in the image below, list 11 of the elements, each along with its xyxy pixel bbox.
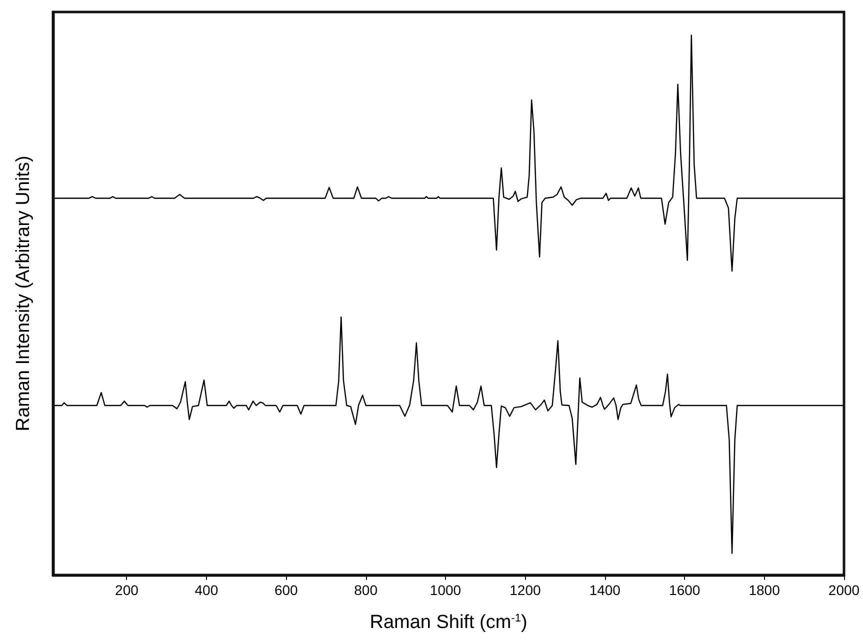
x-tick-label: 200 bbox=[115, 582, 139, 598]
x-tick-label: 400 bbox=[194, 582, 218, 598]
x-tick-label: 800 bbox=[354, 582, 378, 598]
x-tick-label: 1400 bbox=[589, 582, 621, 598]
x-tick-label: 1800 bbox=[748, 582, 780, 598]
x-tick-label: 2000 bbox=[828, 582, 860, 598]
x-tick-label: 1000 bbox=[430, 582, 462, 598]
x-tick-label: 1600 bbox=[669, 582, 700, 598]
y-axis-title: Raman Intensity (Arbitrary Units) bbox=[13, 156, 34, 432]
x-tick-label: 600 bbox=[274, 582, 298, 598]
x-tick-label: 1200 bbox=[510, 582, 541, 598]
